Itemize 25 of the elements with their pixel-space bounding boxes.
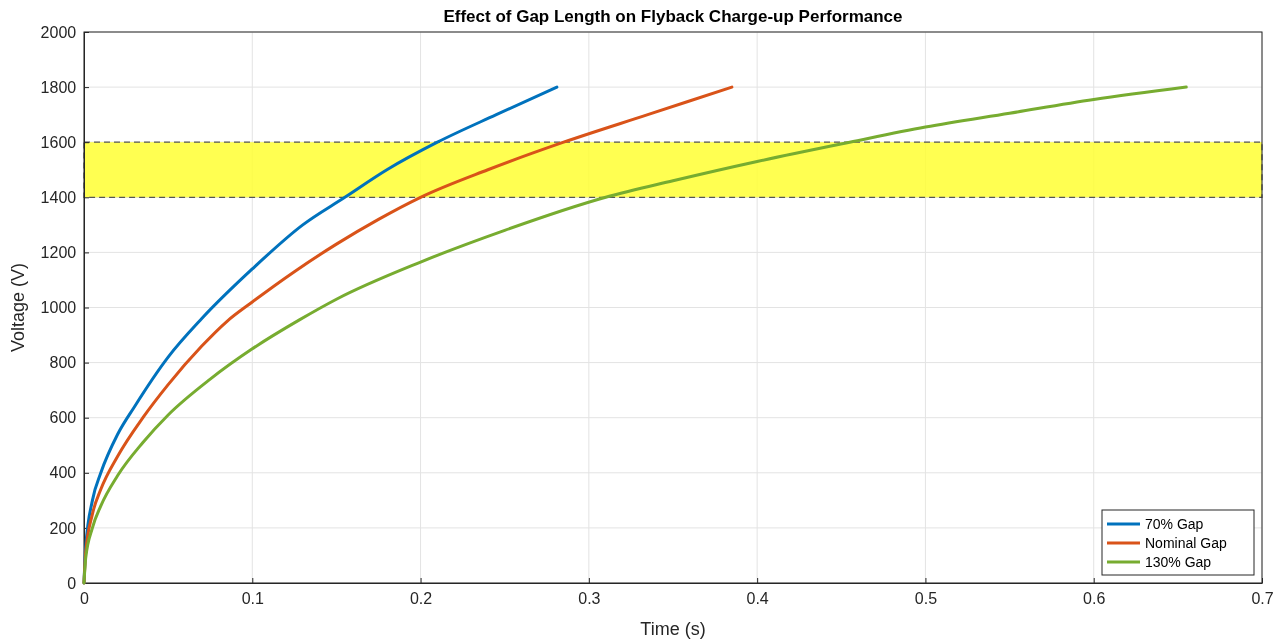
y-tick-label: 1200 <box>40 244 77 262</box>
y-tick-label: 600 <box>49 409 77 427</box>
x-tick-label: 0.3 <box>578 589 601 607</box>
x-tick-label: 0.5 <box>914 589 938 607</box>
x-tick-label: 0.6 <box>1083 589 1106 607</box>
y-tick-label: 200 <box>49 519 77 537</box>
legend-label: 70% Gap <box>1145 516 1204 532</box>
y-tick-label: 400 <box>49 464 77 482</box>
legend-label: Nominal Gap <box>1145 535 1227 551</box>
x-tick-label: 0.4 <box>746 589 769 607</box>
y-tick-label: 1400 <box>40 188 77 206</box>
x-tick-label: 0.1 <box>241 589 264 607</box>
legend-label: 130% Gap <box>1145 554 1212 570</box>
chart-title: Effect of Gap Length on Flyback Charge-up Performance <box>443 7 903 26</box>
y-tick-label: 2000 <box>40 23 77 41</box>
y-tick-label: 0 <box>67 574 77 592</box>
x-axis-title: Time (s) <box>640 619 706 639</box>
y-axis-title: Voltage (V) <box>8 262 28 353</box>
x-tick-label: 0.2 <box>409 589 433 607</box>
y-tick-label: 800 <box>49 354 77 372</box>
x-tick-label: 0 <box>80 589 90 607</box>
y-tick-label: 1800 <box>40 78 77 96</box>
x-tick-label: 0.7 <box>1251 589 1274 607</box>
y-tick-label: 1600 <box>40 133 77 151</box>
y-tick-label: 1000 <box>40 299 77 317</box>
